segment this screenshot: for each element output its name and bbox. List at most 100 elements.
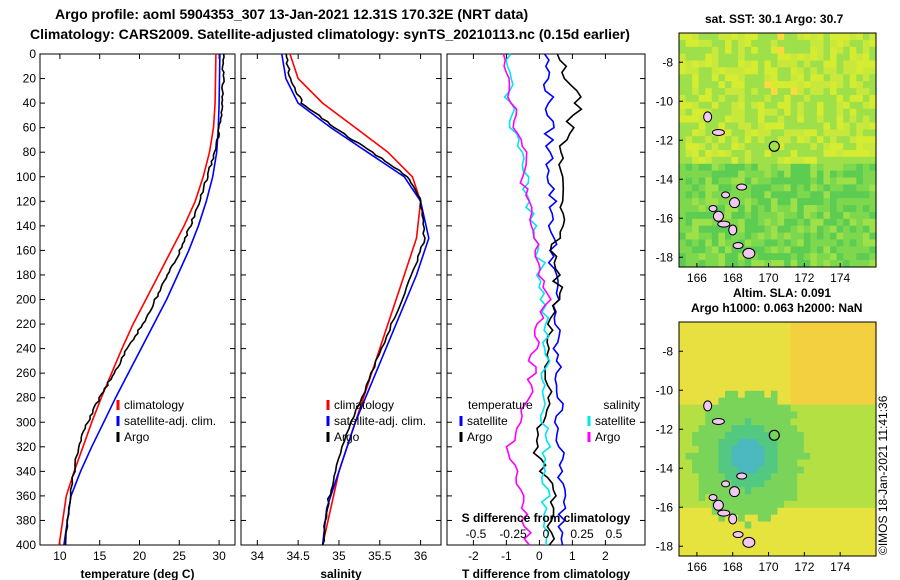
map-cell: [751, 397, 759, 406]
map-cell: [679, 163, 687, 172]
map-cell: [862, 108, 871, 117]
map-cell: [862, 156, 871, 165]
map-cell: [830, 211, 838, 220]
map-cell: [757, 163, 765, 172]
map-cell: [843, 473, 851, 481]
map-cell: [843, 33, 851, 41]
map-cell: [738, 349, 746, 357]
map-cell: [764, 356, 772, 364]
map-cell: [803, 60, 811, 68]
map-cell: [685, 232, 693, 241]
map-cell: [797, 88, 805, 96]
map-cell: [784, 411, 792, 419]
map-cell: [731, 232, 739, 241]
map-cell: [843, 342, 851, 351]
map-cell: [698, 163, 706, 172]
map-cell: [816, 246, 825, 254]
map-cell: [803, 370, 811, 378]
map-cell: [862, 342, 871, 351]
map-cell: [705, 184, 713, 192]
map-cell: [823, 363, 831, 371]
map-cell: [738, 425, 746, 433]
map-cell: [679, 170, 687, 179]
map-cell: [757, 439, 765, 447]
map-cell: [797, 356, 805, 364]
map-cell: [770, 383, 779, 392]
map-cell: [777, 136, 785, 144]
map-cell: [698, 53, 706, 62]
map-cell: [856, 439, 864, 447]
map-cell: [764, 328, 772, 337]
map-cell: [718, 383, 726, 392]
map-cell: [790, 452, 798, 461]
map-cell: [744, 205, 752, 213]
map-cell: [830, 432, 838, 440]
map-cell: [711, 363, 719, 371]
map-cell: [705, 535, 713, 543]
map-cell: [830, 150, 838, 158]
map-cell: [777, 150, 785, 158]
map-cell: [692, 67, 700, 75]
map-cell: [862, 466, 871, 474]
map-cell: [679, 198, 687, 206]
map-cell: [843, 184, 851, 192]
map-cell: [685, 432, 693, 440]
map-cell: [777, 445, 785, 454]
secondary-axis-label: S difference from climatology: [462, 511, 631, 525]
map-cell: [856, 225, 864, 234]
map-cell: [816, 494, 825, 502]
map-cell: [843, 494, 851, 502]
map-cell: [731, 335, 739, 344]
map-cell: [803, 356, 811, 364]
map-cell: [705, 335, 713, 344]
map-cell: [816, 122, 825, 130]
map-cell: [764, 542, 772, 550]
map-cell: [692, 335, 700, 344]
map-cell: [803, 253, 811, 261]
map-cell: [823, 211, 831, 220]
map-cell: [764, 521, 772, 530]
map-cell: [823, 74, 831, 82]
map-cell: [698, 528, 706, 536]
map-cell: [790, 328, 798, 337]
island-outline: [711, 417, 725, 425]
map-cell: [770, 191, 779, 199]
x-tick-label: -1: [501, 549, 512, 563]
map-cell: [856, 150, 864, 158]
map-cell: [816, 53, 825, 62]
map-cell: [869, 521, 877, 530]
map-cell: [777, 260, 785, 268]
map-frame: [678, 321, 877, 557]
map-cell: [725, 232, 733, 241]
map-cell: [764, 205, 772, 213]
map-cell: [770, 156, 779, 165]
map-cell: [843, 205, 851, 213]
map-cell: [862, 514, 871, 523]
map-cell: [777, 46, 785, 55]
map-cell: [731, 129, 739, 137]
map-cell: [770, 459, 779, 468]
map-cell: [738, 115, 746, 124]
y-tick-label: 80: [23, 145, 37, 159]
map-cell: [718, 542, 726, 550]
map-cell: [718, 150, 726, 158]
map-cell: [849, 88, 857, 96]
y-tick-label: 60: [23, 121, 37, 135]
map-cell: [830, 445, 838, 454]
map-cell: [744, 101, 752, 110]
map-cell: [770, 205, 779, 213]
map-cell: [823, 356, 831, 364]
map-cell: [777, 390, 785, 399]
map-cell: [823, 322, 831, 330]
map-cell: [698, 67, 706, 75]
map-cell: [869, 156, 877, 165]
map-cell: [830, 356, 838, 364]
map-cell: [830, 473, 838, 481]
map-cell: [803, 143, 811, 151]
map-cell: [803, 150, 811, 158]
map-cell: [718, 260, 726, 268]
map-cell: [862, 260, 871, 268]
map-cell: [849, 81, 857, 89]
map-cell: [685, 143, 693, 151]
map-cell: [685, 335, 693, 344]
